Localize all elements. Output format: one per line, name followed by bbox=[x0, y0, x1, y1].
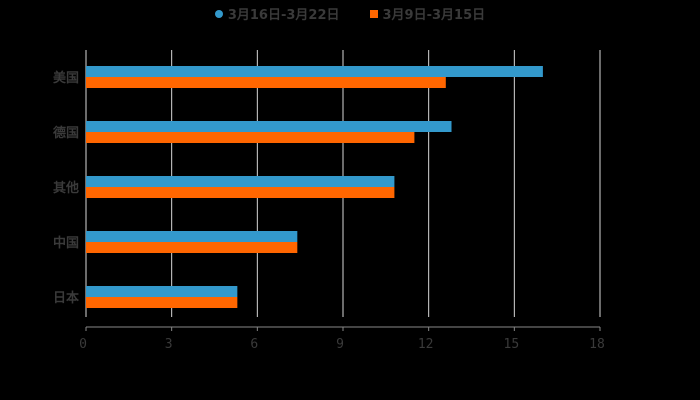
bar-series-1 bbox=[86, 66, 543, 77]
series-2-marker-icon bbox=[369, 9, 378, 18]
category-label: 美国 bbox=[53, 70, 79, 86]
x-tick-label: 3 bbox=[165, 337, 173, 352]
x-tick-label: 15 bbox=[504, 337, 520, 352]
bar-series-1 bbox=[86, 121, 452, 132]
chart-legend: 3月16日-3月22日 3月9日-3月15日 bbox=[0, 4, 700, 23]
legend-item-series-1[interactable]: 3月16日-3月22日 bbox=[214, 4, 340, 23]
bar-series-2 bbox=[86, 242, 298, 253]
x-tick-label: 9 bbox=[336, 337, 344, 352]
bar-series-1 bbox=[86, 286, 238, 297]
bar-series-2 bbox=[86, 187, 395, 198]
category-label: 中国 bbox=[53, 235, 79, 251]
category-label: 德国 bbox=[53, 125, 79, 141]
category-label: 其他 bbox=[53, 180, 79, 196]
bar-series-2 bbox=[86, 132, 415, 143]
series-1-marker-icon bbox=[214, 9, 223, 18]
bar-series-2 bbox=[86, 77, 446, 88]
x-tick-label: 6 bbox=[250, 337, 258, 352]
legend-label-series-1: 3月16日-3月22日 bbox=[227, 8, 340, 23]
bar-series-1 bbox=[86, 231, 298, 242]
bar-series-1 bbox=[86, 176, 395, 187]
bar-series-2 bbox=[86, 297, 238, 308]
legend-label-series-2: 3月9日-3月15日 bbox=[382, 8, 486, 23]
legend-item-series-2[interactable]: 3月9日-3月15日 bbox=[369, 4, 486, 23]
x-tick-label: 12 bbox=[418, 337, 434, 352]
x-tick-label: 18 bbox=[589, 337, 605, 352]
category-label: 日本 bbox=[53, 290, 79, 306]
x-tick-label: 0 bbox=[79, 337, 87, 352]
